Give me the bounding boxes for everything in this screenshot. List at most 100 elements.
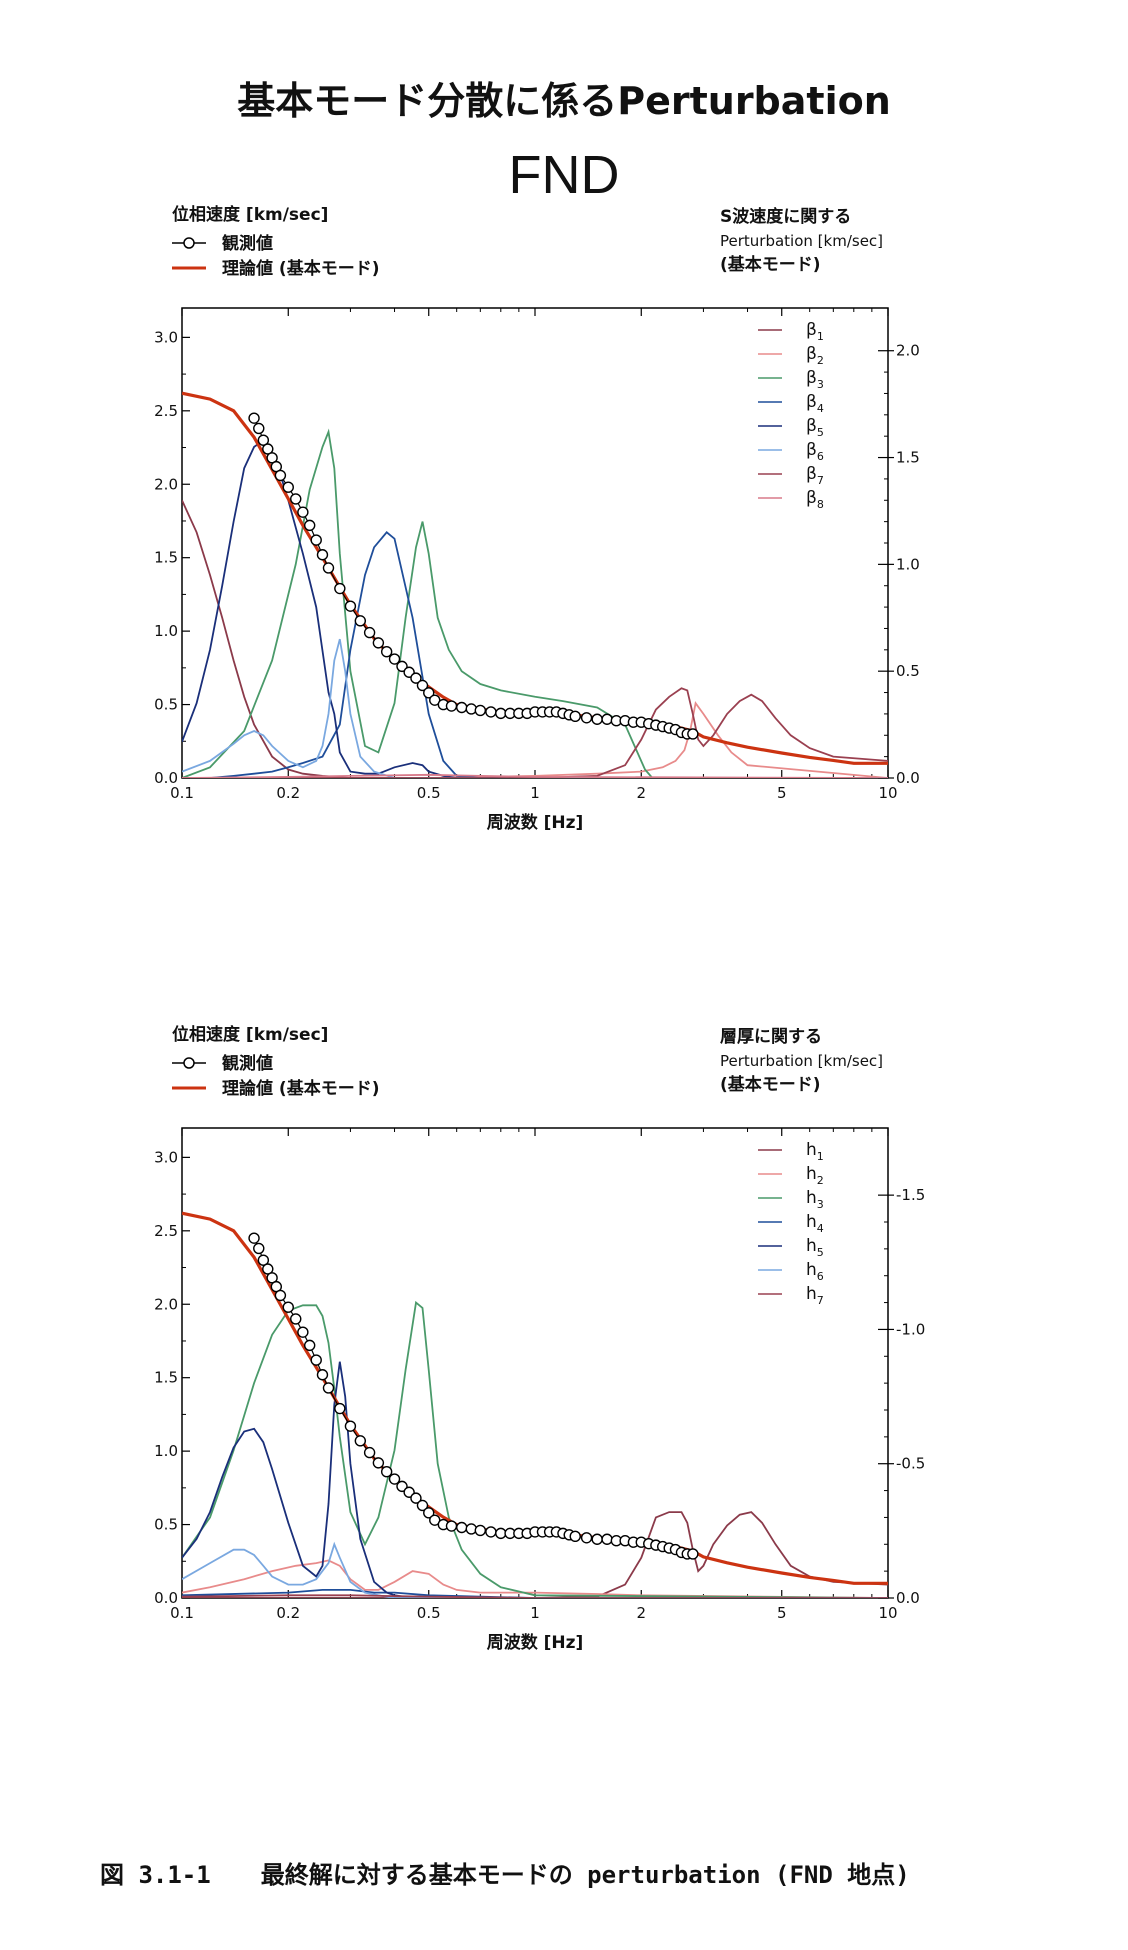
page-title: 基本モード分散に係るPerturbation [237, 79, 891, 123]
right-axis-title-line: (基本モード) [720, 254, 821, 275]
observed-point [410, 1492, 422, 1504]
series-line-β1 [182, 499, 888, 778]
y2-tick-label: 1.0 [896, 555, 920, 573]
legend-observed-marker [183, 237, 195, 249]
right-axis-title-line: Perturbation [km/sec] [720, 232, 883, 250]
y-tick-label: 1.0 [154, 622, 178, 640]
y2-tick-label: 0.0 [896, 769, 920, 787]
figure-caption: 図 3.1-1 最終解に対する基本モードの perturbation (FND 地… [100, 1855, 910, 1890]
observed-point [474, 704, 487, 717]
series-line-h7 [182, 1594, 888, 1598]
legend-label-h2: h2 [806, 1164, 824, 1187]
observed-point [354, 1435, 367, 1447]
x-tick-label: 0.5 [417, 784, 441, 802]
x-tick-label: 0.5 [417, 1604, 441, 1622]
x-axis-label: 周波数 [Hz] [487, 1632, 584, 1653]
right-axis-title-line: 層厚に関する [720, 1027, 822, 1047]
observed-point [591, 1533, 603, 1545]
observed-point [465, 703, 477, 715]
series-line-h3 [182, 1300, 888, 1598]
legend-label-h4: h4 [806, 1212, 824, 1235]
observed-point [445, 700, 458, 712]
legend-observed-label: 観測値 [222, 233, 273, 254]
observed-point [485, 1526, 497, 1538]
left-axis-title: 位相速度 [km/sec] [172, 204, 328, 225]
observed-point [344, 600, 357, 612]
x-tick-label: 5 [777, 1604, 787, 1622]
observed-point [310, 1354, 322, 1366]
y-tick-label: 1.0 [154, 1442, 178, 1460]
observed-point [262, 1263, 274, 1275]
legend-label-β3: β3 [806, 368, 824, 391]
observed-line [253, 417, 693, 735]
observed-point [423, 1507, 435, 1519]
x-tick-label: 10 [878, 784, 897, 802]
x-axis-label: 周波数 [Hz] [487, 812, 584, 833]
observed-point [303, 519, 316, 532]
observed-point [363, 626, 376, 639]
observed-point [580, 712, 593, 724]
observed-point [253, 422, 265, 435]
observed-point [495, 707, 507, 720]
legend-label-h1: h1 [806, 1140, 824, 1163]
legend-observed-marker [183, 1057, 195, 1069]
plot-area [182, 1211, 888, 1598]
legend-label-β7: β7 [806, 464, 824, 487]
y2-tick-label: 0.5 [896, 662, 920, 680]
observed-point [388, 1473, 401, 1485]
site-name: FND [508, 145, 620, 205]
observed-point [316, 549, 329, 561]
y-tick-label: 0.0 [154, 1589, 178, 1607]
series-line-β4 [182, 531, 888, 778]
observed-point [410, 672, 422, 684]
y2-tick-label: 1.5 [896, 449, 920, 467]
observed-point [282, 1301, 294, 1313]
y2-tick-label: 0.0 [896, 1589, 920, 1607]
observed-line [253, 1237, 693, 1555]
legend-label-β8: β8 [806, 488, 824, 511]
observed-point [257, 1254, 270, 1266]
y-tick-label: 0.5 [154, 696, 178, 714]
series-line-β5 [182, 439, 888, 778]
observed-point [465, 1523, 477, 1535]
y-tick-label: 0.0 [154, 769, 178, 787]
y-tick-label: 2.0 [154, 1295, 178, 1313]
x-tick-label: 2 [636, 1604, 646, 1622]
observed-point [290, 1313, 302, 1325]
observed-point [372, 637, 385, 649]
legend-observed-label: 観測値 [222, 1053, 273, 1074]
observed-point [262, 443, 274, 455]
y-tick-label: 2.5 [154, 1222, 178, 1240]
observed-point [322, 1382, 335, 1394]
x-tick-label: 1 [530, 1604, 540, 1622]
observed-point [344, 1420, 357, 1432]
y2-tick-label: -1.5 [896, 1186, 925, 1204]
observed-point [396, 660, 408, 673]
x-tick-label: 0.1 [170, 784, 194, 802]
right-axis-title-line: S波速度に関する [720, 206, 851, 227]
observed-point [416, 679, 429, 692]
observed-point [423, 687, 435, 699]
series-line-β7 [182, 687, 888, 778]
legend-label-h5: h5 [806, 1236, 824, 1259]
observed-point [380, 645, 393, 658]
series-line-h5 [182, 1361, 888, 1598]
x-tick-label: 0.2 [276, 784, 300, 802]
observed-point [601, 713, 613, 725]
observed-point [248, 1232, 260, 1244]
legend-theoretical-label: 理論値 (基本モード) [222, 1078, 379, 1099]
series-line-h2 [182, 1559, 888, 1598]
series-line-β3 [182, 428, 888, 778]
legend-label-h3: h3 [806, 1188, 824, 1211]
observed-point [380, 1465, 393, 1478]
observed-point [569, 1530, 581, 1543]
observed-point [257, 434, 270, 446]
legend-label-h7: h7 [806, 1284, 824, 1307]
legend-label-β1: β1 [806, 320, 824, 343]
observed-point [274, 469, 287, 482]
caption-label: 図 3.1-1 [100, 1861, 211, 1889]
observed-point [310, 534, 322, 546]
x-tick-label: 5 [777, 784, 787, 802]
observed-point [372, 1457, 385, 1469]
